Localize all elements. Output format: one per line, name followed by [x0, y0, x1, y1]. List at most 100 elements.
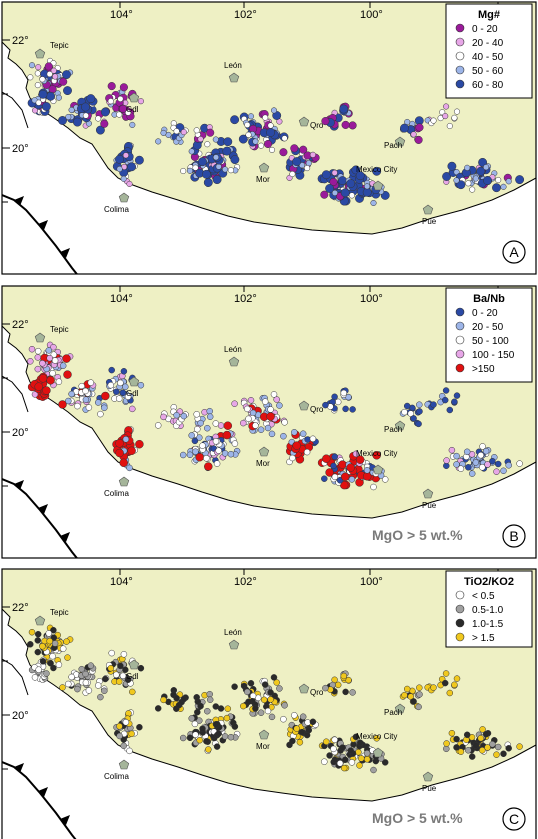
- sample-point: [457, 465, 465, 472]
- sample-point: [115, 395, 123, 402]
- legend-title: TiO2/KO2: [464, 576, 514, 588]
- sample-point: [321, 475, 328, 482]
- sample-point: [465, 180, 472, 187]
- sample-point: [299, 713, 307, 720]
- sample-point: [292, 441, 301, 450]
- sample-point: [465, 747, 472, 754]
- sample-point: [46, 354, 53, 362]
- sample-point: [244, 405, 251, 413]
- legend-title: Ba/Nb: [473, 293, 505, 305]
- trench-tooth: [60, 815, 70, 825]
- legend-label: >150: [472, 364, 495, 375]
- city-label: León: [224, 61, 242, 70]
- sample-point: [212, 721, 220, 728]
- city-label: León: [224, 345, 242, 354]
- lon-label: 102°: [234, 9, 257, 21]
- sample-point: [266, 412, 275, 421]
- city-marker: [258, 729, 270, 740]
- sample-point: [206, 696, 214, 703]
- sample-point: [442, 670, 450, 677]
- sample-point: [58, 116, 67, 125]
- sample-point: [407, 410, 415, 417]
- sample-point: [101, 404, 108, 412]
- sample-point: [410, 698, 417, 705]
- sample-point: [270, 107, 278, 114]
- sample-point: [82, 396, 90, 403]
- sample-point: [280, 432, 287, 440]
- map-land: [2, 2, 536, 235]
- sample-point: [102, 675, 109, 683]
- legend: Ba/Nb 0 - 20 20 - 50 50 - 100 100 - 150 >150: [445, 287, 533, 383]
- sample-point: [81, 102, 90, 112]
- sample-point: [469, 186, 476, 193]
- lat-label: 22°: [12, 319, 29, 331]
- sample-point: [456, 180, 466, 190]
- city-label: Colima: [104, 489, 129, 498]
- sample-point: [74, 685, 81, 693]
- sample-point: [94, 682, 102, 689]
- sample-point: [34, 347, 42, 355]
- sample-point: [179, 734, 187, 742]
- sample-point: [213, 743, 221, 750]
- sample-point: [115, 154, 124, 164]
- sample-point: [205, 746, 212, 753]
- sample-point: [223, 714, 231, 722]
- sample-point: [35, 64, 42, 71]
- trench-line: [2, 658, 77, 839]
- sample-point: [34, 630, 42, 638]
- sample-point: [62, 354, 71, 363]
- legend-swatch: [455, 51, 465, 61]
- sample-point: [230, 155, 240, 165]
- sample-point: [115, 439, 124, 448]
- sample-point: [245, 131, 252, 138]
- sample-point: [442, 172, 452, 181]
- sample-point: [249, 692, 257, 700]
- legend-label: 20 - 50: [472, 322, 504, 333]
- sample-point: [49, 652, 56, 660]
- panel-badge: [502, 807, 526, 831]
- sample-point: [494, 743, 502, 751]
- sample-point: [472, 742, 480, 749]
- sample-point: [68, 106, 75, 114]
- sample-point: [442, 113, 449, 120]
- city-marker: [394, 136, 406, 147]
- sample-point: [477, 734, 485, 742]
- sample-point: [55, 661, 63, 668]
- city-label: Tepic: [50, 41, 69, 50]
- sample-point: [31, 674, 39, 681]
- sample-point: [484, 461, 491, 468]
- sample-point: [346, 179, 356, 189]
- sample-point: [68, 673, 75, 681]
- sample-point: [281, 419, 288, 426]
- sample-point: [180, 695, 188, 703]
- legend-swatch: [455, 590, 465, 600]
- sample-point: [323, 738, 330, 745]
- sample-point: [197, 702, 204, 710]
- city-marker: [34, 48, 46, 59]
- sample-point: [483, 164, 490, 171]
- sample-point: [247, 113, 255, 120]
- sample-point: [363, 750, 371, 757]
- sample-point: [34, 354, 42, 361]
- sample-point: [198, 157, 207, 167]
- sample-point: [340, 188, 350, 198]
- sample-point: [86, 94, 96, 104]
- trench-tooth: [60, 532, 70, 542]
- sample-point: [298, 728, 306, 736]
- sample-point: [416, 408, 423, 415]
- sample-point: [222, 166, 229, 173]
- sample-point: [340, 672, 348, 680]
- sample-point: [154, 705, 162, 712]
- sample-point: [194, 708, 201, 716]
- sample-point: [39, 360, 46, 367]
- sample-point: [221, 450, 229, 457]
- sample-point: [215, 730, 222, 737]
- sample-point: [267, 696, 274, 703]
- sample-point: [346, 463, 355, 472]
- sample-point: [44, 62, 53, 71]
- sample-point: [39, 643, 46, 650]
- sample-point: [129, 121, 136, 128]
- sample-point: [322, 684, 329, 692]
- sample-point: [63, 638, 70, 645]
